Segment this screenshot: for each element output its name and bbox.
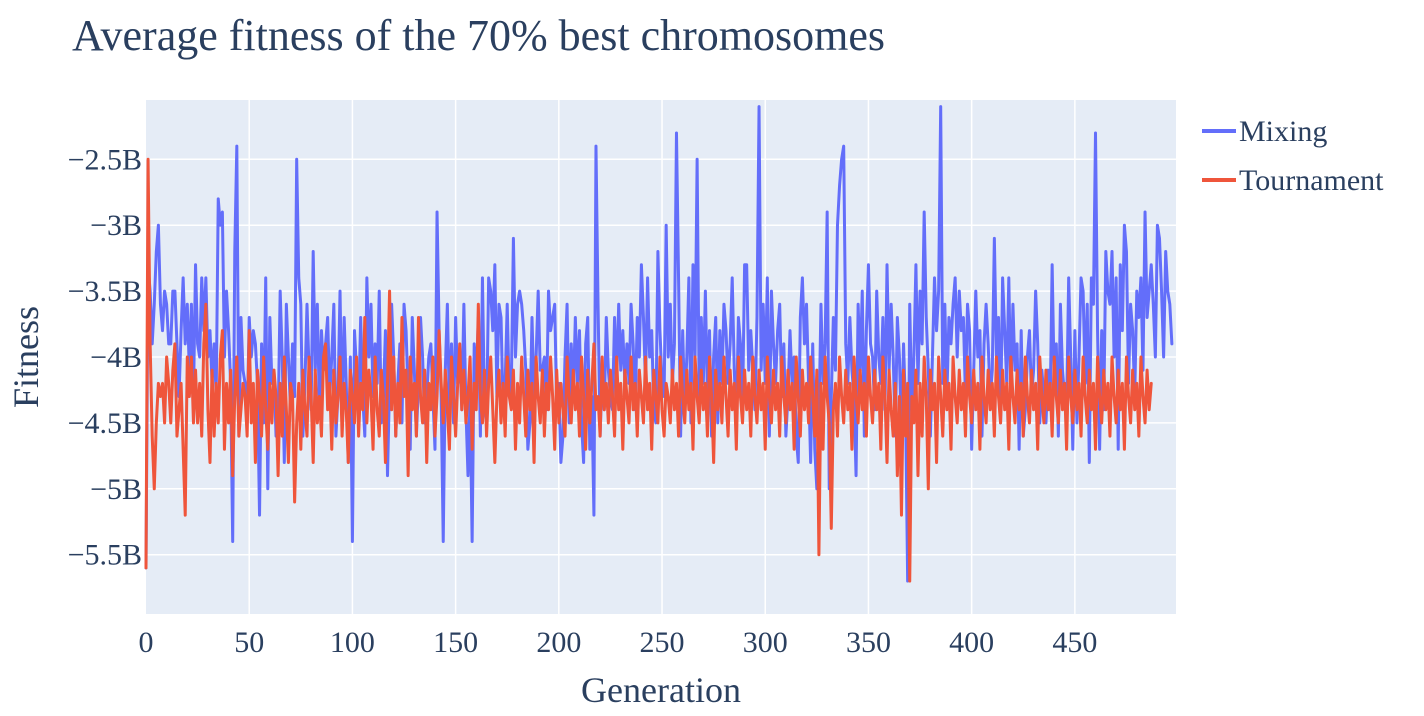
series-layer <box>144 105 1174 583</box>
y-tick-label: −3B <box>90 209 142 242</box>
y-tick-label: −4.5B <box>68 407 142 440</box>
x-tick-label: 400 <box>949 626 994 659</box>
legend[interactable]: Mixing Tournament <box>1202 115 1384 197</box>
y-tick-label: −5B <box>90 473 142 506</box>
x-tick-label: 250 <box>640 626 685 659</box>
legend-label: Tournament <box>1239 164 1384 197</box>
y-tick-label: −2.5B <box>68 143 142 176</box>
chart-title: Average fitness of the 70% best chromoso… <box>72 11 885 60</box>
legend-item-mixing[interactable]: Mixing <box>1202 115 1327 148</box>
x-tick-label: 450 <box>1052 626 1097 659</box>
series-line-tournament <box>144 157 1153 583</box>
y-tick-label: −3.5B <box>68 275 142 308</box>
x-tick-label: 100 <box>330 626 375 659</box>
x-tick-label: 350 <box>846 626 891 659</box>
x-axis-title: Generation <box>581 670 741 710</box>
x-tick-label: 300 <box>743 626 788 659</box>
tick-layer: 0 50 100 150 200 250 300 350 400 450 −2.5B −3B −3.5B… <box>68 143 1098 659</box>
grid-layer <box>146 100 1176 614</box>
x-tick-label: 50 <box>234 626 264 659</box>
x-tick-label: 150 <box>433 626 478 659</box>
legend-label: Mixing <box>1239 115 1327 148</box>
x-tick-label: 200 <box>536 626 581 659</box>
y-axis-title: Fitness <box>6 306 46 408</box>
y-tick-label: −5.5B <box>68 539 142 572</box>
legend-item-tournament[interactable]: Tournament <box>1202 164 1384 197</box>
x-tick-label: 0 <box>139 626 154 659</box>
y-tick-label: −4B <box>90 341 142 374</box>
